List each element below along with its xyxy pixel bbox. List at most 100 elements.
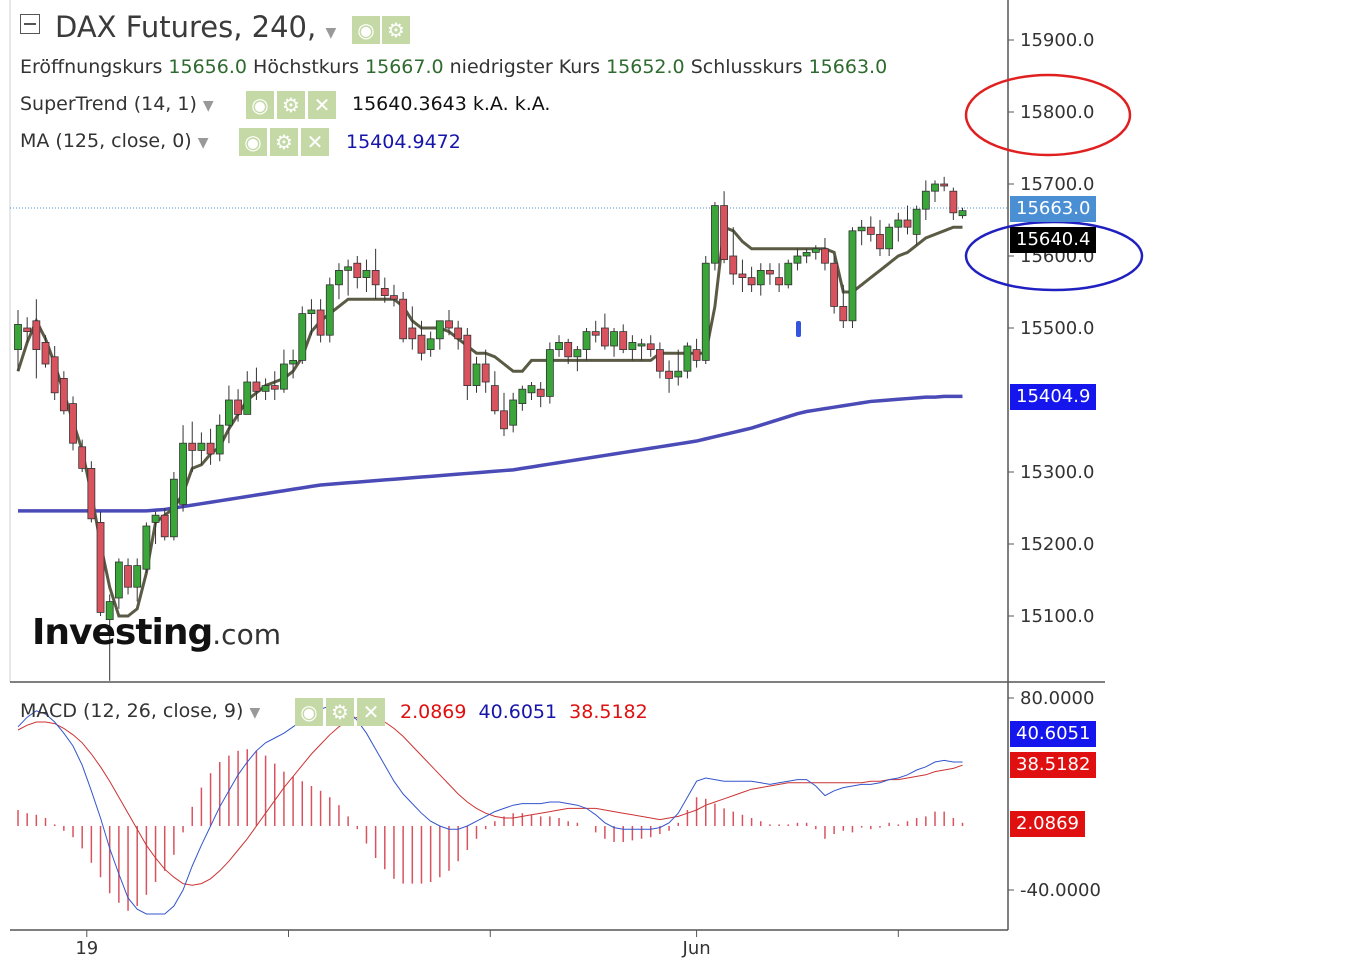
gear-icon[interactable]: ⚙ [270, 128, 298, 156]
gear-icon[interactable]: ⚙ [277, 91, 305, 119]
candle-body [23, 327, 32, 332]
candle-body [802, 251, 811, 257]
candle-body [536, 388, 545, 397]
candle-body [665, 370, 673, 379]
chevron-down-icon[interactable]: ▼ [249, 705, 261, 721]
candle-body [105, 601, 114, 620]
candle-body [885, 226, 894, 250]
candle-body [949, 190, 958, 214]
chevron-down-icon[interactable]: ▼ [202, 98, 214, 114]
candle-body [619, 331, 628, 351]
candle-body [811, 248, 820, 253]
eye-icon[interactable]: ◉ [352, 16, 380, 44]
macd-y-tick-label: 80.0000 [1020, 688, 1094, 709]
candle-body [940, 183, 949, 187]
ma-value: 15404.9472 [346, 131, 461, 153]
candle-body [270, 385, 279, 390]
chevron-down-icon[interactable]: ▼ [325, 25, 337, 41]
candle-body [206, 442, 215, 455]
close-icon[interactable]: ✕ [357, 698, 385, 726]
y-tick-label: 15300.0 [1020, 462, 1094, 483]
x-tick-label: 19 [75, 938, 98, 959]
high-value: 15667.0 [365, 56, 444, 78]
candle-body [866, 226, 875, 235]
candle-body [481, 363, 490, 383]
y-tick-label: 15200.0 [1020, 534, 1094, 555]
macd-price-tag: 40.6051 [1010, 721, 1097, 747]
supertrend-value: 15640.3643 [352, 93, 467, 115]
supertrend-legend: SuperTrend (14, 1) ▼ [20, 93, 214, 115]
small-blue-marker [796, 321, 801, 337]
candle-body [912, 208, 921, 235]
annotation-red-ellipse [964, 73, 1132, 157]
supertrend-price-tag: 15640.4 [1010, 227, 1097, 253]
high-label: Höchstkurs [253, 56, 359, 78]
eye-icon[interactable]: ◉ [239, 128, 267, 156]
close-icon[interactable]: ✕ [308, 91, 336, 119]
axis-ticks-group: 15900.015800.015700.015600.015500.015300… [75, 30, 1101, 959]
candle-body [830, 262, 839, 307]
macd-histogram-group [17, 749, 964, 911]
logo-suffix: .com [212, 618, 281, 651]
chevron-down-icon[interactable]: ▼ [197, 135, 209, 151]
open-label: Eröffnungskurs [20, 56, 163, 78]
candle-body [628, 341, 637, 350]
hist-price-tag: 2.0869 [1010, 811, 1085, 837]
collapse-icon[interactable] [20, 14, 40, 34]
candle-body [518, 388, 527, 405]
candle-body [555, 341, 563, 350]
candle-body [646, 343, 655, 350]
candle-body [325, 284, 334, 336]
candle-body [32, 320, 41, 350]
candle-body [50, 356, 59, 394]
candle-body [188, 442, 197, 451]
ma-legend: MA (125, close, 0) ▼ [20, 130, 209, 152]
candle-body [417, 334, 426, 354]
candle-body [69, 403, 77, 444]
candle-body [756, 269, 765, 286]
logo-brand: Investing [32, 612, 213, 653]
candle-body [582, 331, 591, 351]
signal-line [17, 715, 963, 886]
gear-icon[interactable]: ⚙ [382, 16, 410, 44]
supertrend-extra1: k.A. [472, 93, 509, 115]
candle-body [472, 363, 481, 387]
candle-body [307, 309, 316, 314]
candle-body [821, 248, 829, 264]
close-value: 15663.0 [808, 56, 888, 78]
low-label: niedrigster Kurs [449, 56, 601, 78]
candle-body [160, 514, 169, 538]
candle-body [215, 424, 224, 455]
candle-body [921, 190, 930, 210]
candle-body [252, 381, 261, 392]
candle-body [656, 349, 664, 372]
candle-body [545, 349, 554, 397]
candle-body [701, 262, 710, 361]
annotation-blue-ellipse [964, 220, 1144, 292]
macd-hist-value: 2.0869 [400, 701, 467, 723]
candle-body [289, 359, 298, 365]
investing-logo: Investing.com [32, 612, 281, 653]
macd-values: 2.0869 40.6051 38.5182 [400, 701, 648, 723]
candle-body [958, 210, 967, 217]
candle-body [390, 295, 398, 300]
candle-body [876, 233, 884, 250]
x-tick-label: Jun [682, 938, 711, 959]
candle-body [857, 226, 866, 232]
candle-body [114, 561, 123, 599]
gear-icon[interactable]: ⚙ [326, 698, 354, 726]
close-icon[interactable]: ✕ [301, 128, 329, 156]
candle-body [527, 385, 536, 394]
last-price-tag: 15663.0 [1010, 196, 1097, 222]
candle-body [96, 522, 105, 613]
chart-title: DAX Futures, 240, ▼ [55, 10, 336, 44]
candle-body [711, 205, 719, 264]
supertrend-label: SuperTrend (14, 1) [20, 93, 197, 115]
candle-body [591, 331, 600, 336]
candle-body [14, 323, 22, 350]
ma-label: MA (125, close, 0) [20, 130, 192, 152]
close-label: Schlusskurs [690, 56, 803, 78]
eye-icon[interactable]: ◉ [295, 698, 323, 726]
eye-icon[interactable]: ◉ [246, 91, 274, 119]
